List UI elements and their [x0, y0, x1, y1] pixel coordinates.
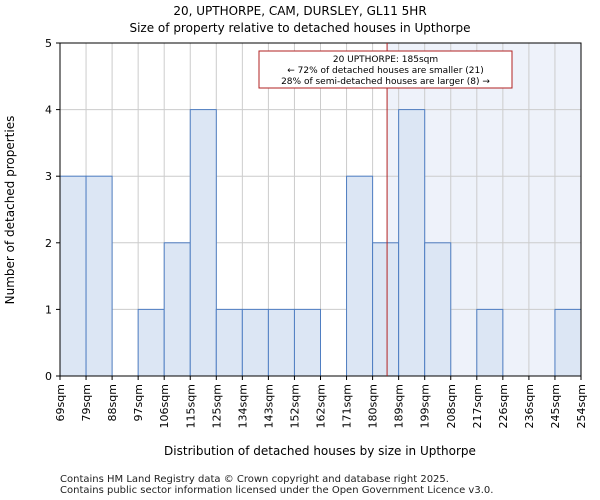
- histogram-bar: [424, 242, 452, 377]
- x-tick-label: 236sqm: [523, 384, 536, 428]
- y-tick-label: 2: [45, 237, 52, 250]
- x-tick-label: 171sqm: [341, 384, 354, 428]
- footer-licence: Contains public sector information licen…: [60, 485, 494, 496]
- histogram-bar: [59, 175, 87, 377]
- histogram-bar: [85, 175, 113, 377]
- x-axis-label: Distribution of detached houses by size …: [164, 444, 476, 458]
- histogram-bar: [346, 175, 374, 377]
- x-tick-label: 106sqm: [158, 384, 171, 428]
- x-tick-label: 162sqm: [315, 384, 328, 428]
- x-tick-label: 97sqm: [132, 384, 145, 421]
- x-tick-label: 217sqm: [471, 384, 484, 428]
- y-axis-label: Number of detached properties: [3, 115, 17, 305]
- histogram-bar: [189, 109, 217, 377]
- y-tick-label: 4: [45, 104, 52, 117]
- footer-copyright: Contains HM Land Registry data © Crown c…: [60, 474, 449, 485]
- histogram-bar: [267, 308, 295, 377]
- x-tick-label: 134sqm: [236, 384, 249, 428]
- histogram-bar: [476, 308, 504, 377]
- x-tick-label: 226sqm: [497, 384, 510, 428]
- histogram-bar: [554, 308, 582, 377]
- x-tick-label: 115sqm: [184, 384, 197, 428]
- histogram-bar: [241, 308, 269, 377]
- x-tick-label: 88sqm: [106, 384, 119, 421]
- histogram-bar: [163, 242, 191, 377]
- x-tick-label: 152sqm: [288, 384, 301, 428]
- histogram-bar: [137, 308, 165, 377]
- x-tick-label: 180sqm: [367, 384, 380, 428]
- histogram-bar: [215, 308, 243, 377]
- y-tick-label: 3: [45, 170, 52, 183]
- chart-title: Size of property relative to detached ho…: [129, 21, 471, 35]
- x-tick-label: 208sqm: [445, 384, 458, 428]
- histogram-bar: [293, 308, 322, 377]
- y-tick-label: 1: [45, 303, 52, 316]
- annotation-text: 20 UPTHORPE: 185sqm: [333, 55, 438, 65]
- histogram-bar: [372, 242, 400, 377]
- x-tick-label: 125sqm: [210, 384, 223, 428]
- x-tick-label: 199sqm: [419, 384, 432, 428]
- x-tick-label: 189sqm: [393, 384, 406, 428]
- chart-title-address: 20, UPTHORPE, CAM, DURSLEY, GL11 5HR: [173, 4, 427, 18]
- x-tick-label: 245sqm: [549, 384, 562, 428]
- x-tick-label: 254sqm: [575, 384, 588, 428]
- x-tick-label: 79sqm: [80, 384, 93, 421]
- annotation-text: ← 72% of detached houses are smaller (21…: [287, 66, 484, 76]
- y-tick-label: 0: [45, 370, 52, 383]
- annotation-box: [258, 50, 513, 89]
- x-tick-label: 143sqm: [262, 384, 275, 428]
- annotation-text: 28% of semi-detached houses are larger (…: [281, 77, 490, 87]
- histogram-bar: [398, 109, 426, 377]
- x-tick-label: 69sqm: [54, 384, 67, 421]
- y-tick-label: 5: [45, 37, 52, 50]
